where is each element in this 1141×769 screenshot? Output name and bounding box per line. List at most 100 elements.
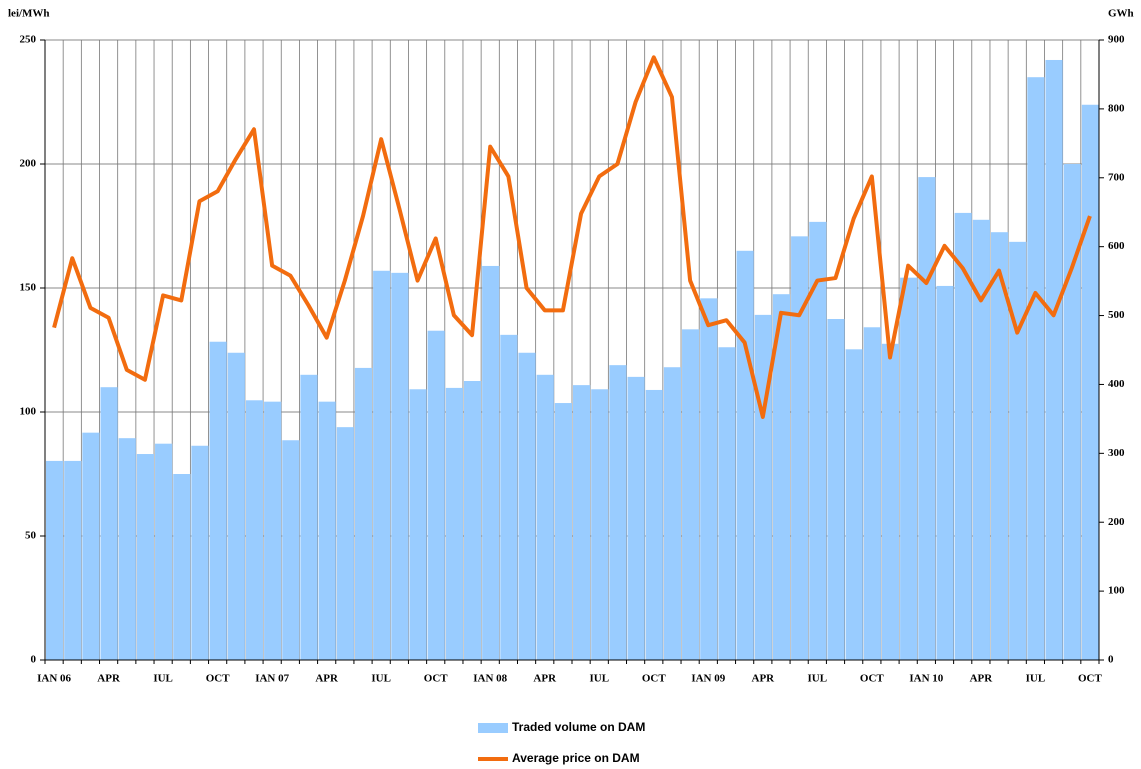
bar	[264, 401, 282, 660]
bar	[1009, 241, 1027, 660]
y2-tick-label: 500	[1108, 309, 1125, 321]
y-axis-title: lei/MWh	[8, 8, 50, 20]
bar	[736, 250, 754, 661]
bar	[809, 221, 827, 660]
bar	[373, 270, 391, 660]
x-tick-label: APR	[533, 673, 557, 685]
x-tick-label: OCT	[206, 673, 231, 685]
x-tick-label: APR	[97, 673, 121, 685]
bar	[227, 352, 245, 660]
bar	[554, 403, 572, 660]
price-line	[52, 55, 1092, 419]
x-tick-label: IUL	[153, 673, 173, 685]
bar	[409, 389, 427, 660]
y-tick-label: 150	[20, 282, 37, 294]
y2-tick-label: 200	[1108, 516, 1125, 528]
x-tick-label: OCT	[424, 673, 449, 685]
x-tick-label: OCT	[642, 673, 667, 685]
bar	[718, 347, 736, 660]
bar	[990, 232, 1009, 660]
bar	[791, 236, 809, 661]
bar	[827, 319, 845, 660]
bar	[1063, 164, 1081, 660]
x-tick-label: IAN 08	[473, 673, 507, 685]
bar	[354, 367, 373, 660]
bar	[82, 432, 100, 660]
y2-tick-label: 400	[1108, 378, 1125, 390]
x-tick-label: APR	[970, 673, 994, 685]
bar	[46, 460, 64, 660]
bar	[100, 387, 118, 660]
x-tick-label: APR	[752, 673, 776, 685]
bar	[245, 400, 264, 660]
bar	[536, 374, 554, 660]
x-tick-label: IAN 07	[255, 673, 289, 685]
x-tick-label: IUL	[589, 673, 609, 685]
x-tick-label: IAN 10	[909, 673, 943, 685]
bar	[1045, 59, 1063, 660]
bar	[209, 341, 227, 660]
y-tick-label: 100	[20, 406, 37, 418]
bar	[609, 365, 627, 660]
bar	[700, 298, 718, 660]
bar	[772, 294, 791, 660]
bar	[482, 265, 500, 660]
bar	[754, 314, 772, 660]
y-tick-label: 250	[20, 34, 37, 46]
y2-tick-label: 600	[1108, 240, 1125, 252]
bar	[682, 329, 700, 660]
bar	[118, 438, 136, 660]
bar	[336, 427, 354, 660]
x-tick-label: IUL	[371, 673, 391, 685]
bar	[427, 330, 445, 660]
bar	[64, 460, 82, 660]
bar	[645, 389, 663, 660]
legend-label: Average price on DAM	[512, 751, 640, 765]
y2-tick-label: 300	[1108, 447, 1125, 459]
bar	[445, 387, 463, 660]
bar	[136, 454, 155, 660]
y2-tick-label: 800	[1108, 102, 1125, 114]
bar	[881, 343, 900, 660]
bar	[591, 389, 609, 660]
bar	[936, 285, 954, 660]
x-tick-label: IAN 09	[691, 673, 725, 685]
bar	[300, 374, 318, 660]
bar	[463, 381, 482, 660]
y2-tick-label: 0	[1108, 654, 1114, 666]
x-tick-label: IUL	[808, 673, 828, 685]
x-tick-label: OCT	[1078, 673, 1103, 685]
bar	[954, 212, 972, 660]
bar	[863, 327, 881, 660]
y-tick-label: 200	[20, 158, 37, 170]
bar	[518, 352, 536, 660]
bar	[627, 376, 645, 660]
y-tick-label: 0	[31, 654, 37, 666]
y2-tick-label: 900	[1108, 34, 1125, 46]
y2-axis-title: GWh	[1108, 8, 1134, 20]
legend-swatch	[478, 723, 508, 733]
bar	[845, 349, 863, 660]
bar	[1027, 77, 1045, 660]
bar	[500, 334, 518, 660]
bar	[918, 177, 936, 661]
bar	[663, 367, 682, 660]
bar	[972, 219, 990, 661]
bar	[173, 474, 191, 660]
x-tick-label: APR	[315, 673, 339, 685]
bar	[900, 277, 918, 660]
bar	[318, 401, 336, 660]
y2-tick-label: 100	[1108, 585, 1125, 597]
x-tick-label: IAN 06	[37, 673, 71, 685]
bar	[391, 272, 409, 660]
bar	[1081, 104, 1099, 660]
x-tick-label: OCT	[860, 673, 885, 685]
legend-label: Traded volume on DAM	[512, 720, 645, 734]
bar	[282, 440, 300, 660]
bar	[155, 443, 173, 660]
x-tick-label: IUL	[1026, 673, 1046, 685]
y2-tick-label: 700	[1108, 171, 1125, 183]
bar	[573, 385, 591, 660]
y-tick-label: 50	[25, 530, 37, 542]
